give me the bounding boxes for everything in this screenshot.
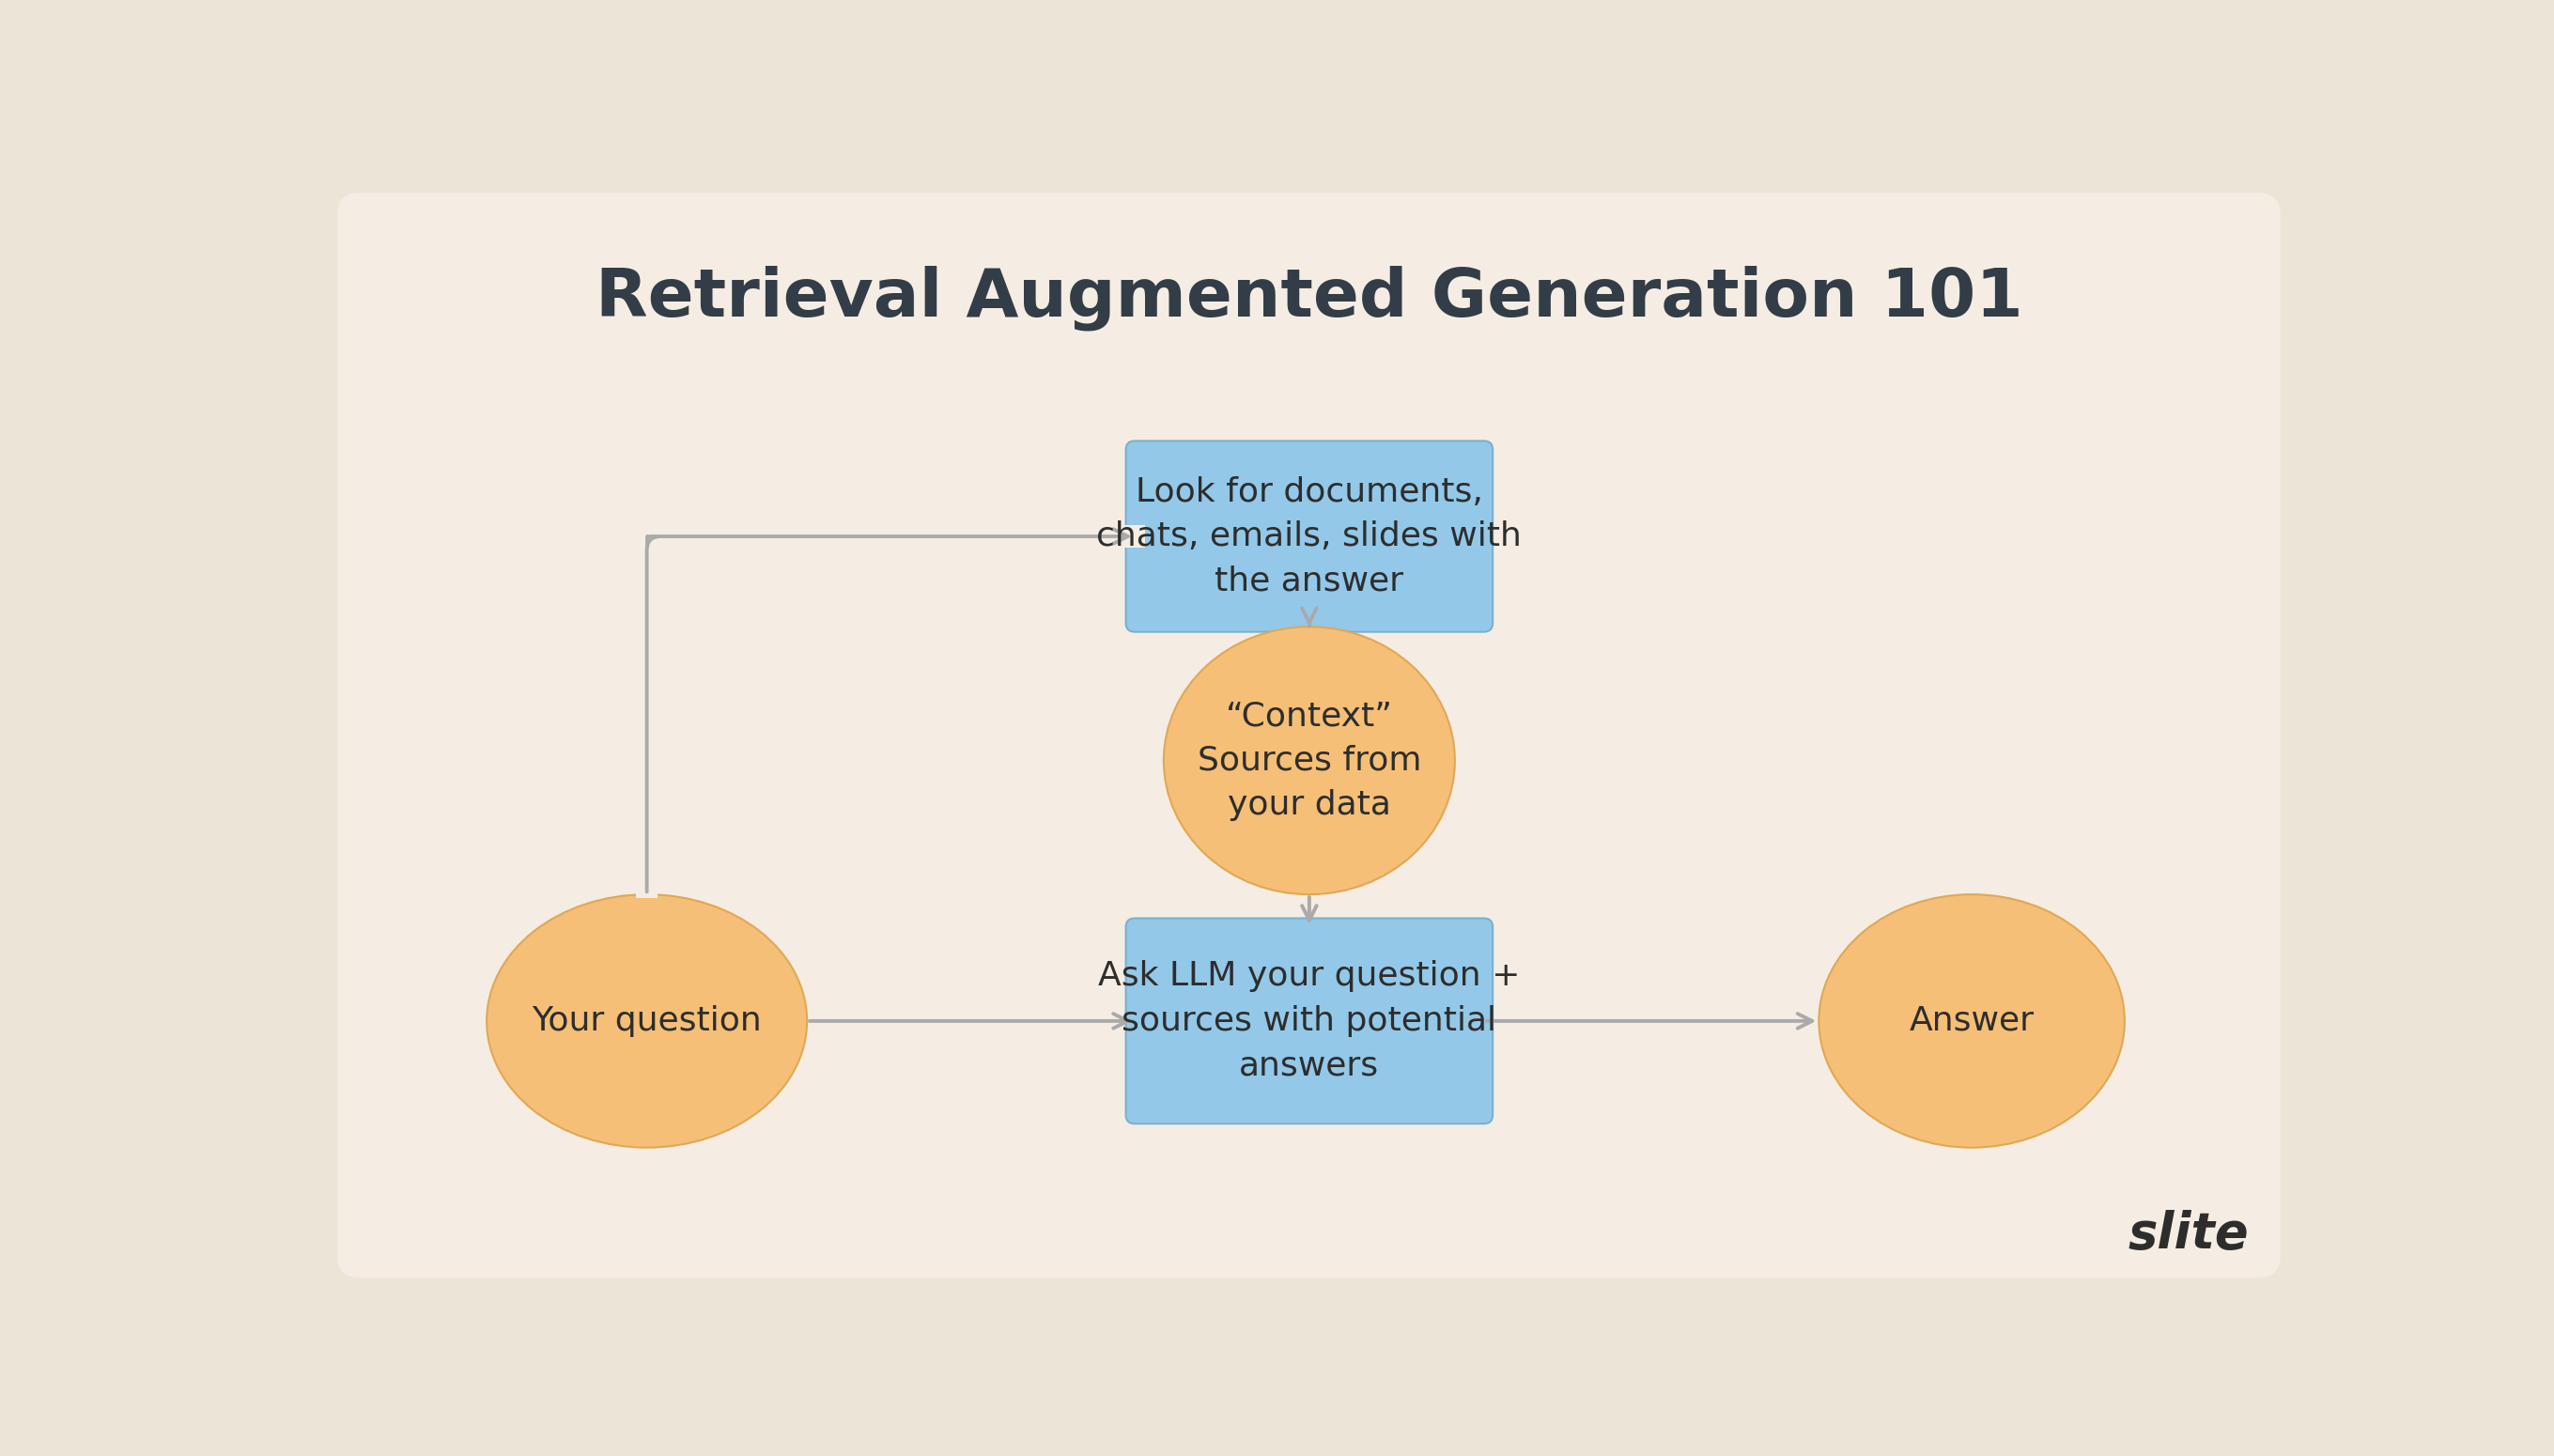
- Text: Ask LLM your question +
sources with potential
answers: Ask LLM your question + sources with pot…: [1098, 961, 1520, 1082]
- Ellipse shape: [1165, 626, 1456, 894]
- FancyBboxPatch shape: [1126, 919, 1492, 1124]
- FancyBboxPatch shape: [337, 192, 2281, 1278]
- Text: Look for documents,
chats, emails, slides with
the answer: Look for documents, chats, emails, slide…: [1096, 476, 1522, 597]
- Text: slite: slite: [2127, 1210, 2248, 1259]
- Ellipse shape: [1818, 894, 2125, 1147]
- Text: Retrieval Augmented Generation 101: Retrieval Augmented Generation 101: [595, 265, 2023, 331]
- FancyBboxPatch shape: [1126, 441, 1492, 632]
- Text: Answer: Answer: [1910, 1005, 2033, 1037]
- Polygon shape: [636, 526, 1147, 898]
- Text: “Context”
Sources from
your data: “Context” Sources from your data: [1198, 700, 1423, 821]
- Text: Your question: Your question: [531, 1005, 761, 1037]
- Ellipse shape: [488, 894, 807, 1147]
